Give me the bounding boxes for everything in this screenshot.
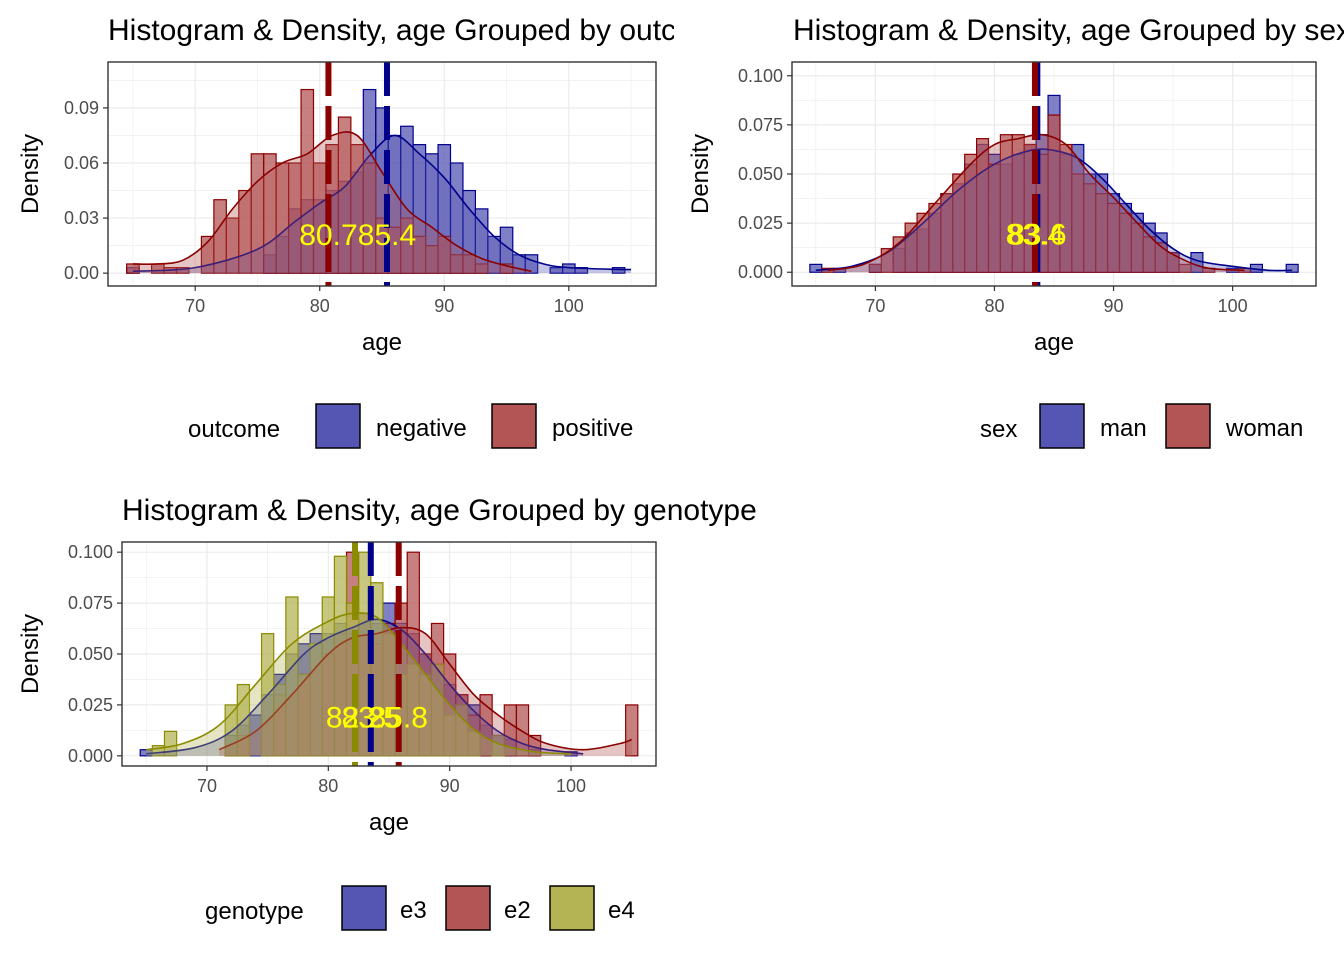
hist-bar <box>467 730 481 757</box>
y-tick-label: 0.00 <box>64 263 99 283</box>
legend-label-e4: e4 <box>608 897 635 924</box>
x-tick-label: 90 <box>434 296 454 316</box>
legend: genotype e3 e2 e4 <box>205 885 635 931</box>
density-line-e3 <box>146 618 584 755</box>
chart-panel-1: Histogram & Density, age Grouped by outc… <box>17 14 734 449</box>
x-tick-label: 80 <box>318 776 338 796</box>
legend-title: outcome <box>188 416 280 443</box>
y-axis-title: Density <box>17 134 44 214</box>
density-line-e2 <box>218 626 633 751</box>
hist-bar <box>479 694 493 757</box>
hist-bar <box>1285 263 1299 273</box>
plot-area <box>126 62 632 286</box>
hist-bar <box>455 704 469 757</box>
y-tick-label: 0.025 <box>738 213 783 233</box>
chart-title: Histogram & Density, age Grouped by outc… <box>108 14 734 47</box>
y-tick-label: 0.075 <box>738 115 783 135</box>
legend-label-man: man <box>1100 415 1147 442</box>
x-tick-label: 100 <box>556 776 586 796</box>
y-tick-label: 0.100 <box>68 542 113 562</box>
legend-label-e2: e2 <box>504 897 531 924</box>
x-axis-title: age <box>369 809 409 836</box>
plot-area <box>139 542 639 766</box>
x-tick-label: 90 <box>440 776 460 796</box>
y-axis-title: Density <box>17 614 44 694</box>
chart-title: Histogram & Density, age Grouped by geno… <box>122 494 757 527</box>
y-tick-label: 0.050 <box>68 644 113 664</box>
x-tick-label: 80 <box>310 296 330 316</box>
x-tick-label: 90 <box>1104 296 1124 316</box>
density-area-e3 <box>146 619 584 756</box>
density-line-woman <box>827 133 1245 272</box>
legend-key-man <box>1039 403 1085 449</box>
legend-label-woman: woman <box>1225 415 1303 442</box>
density-area-man <box>815 149 1293 273</box>
density-area-negative <box>132 135 632 274</box>
mean-label-negative: 85.4 <box>358 219 416 252</box>
legend-key-positive <box>491 403 537 449</box>
mean-label-e2: 85.8 <box>370 701 428 734</box>
legend-label-e3: e3 <box>400 897 427 924</box>
mean-label-e4: 82.2 <box>326 701 384 734</box>
y-tick-label: 0.100 <box>738 66 783 86</box>
mean-label-positive: 80.7 <box>299 219 357 252</box>
x-tick-label: 70 <box>865 296 885 316</box>
legend-key-e3 <box>341 885 387 931</box>
hist-bar <box>474 263 489 274</box>
y-tick-label: 0.09 <box>64 98 99 118</box>
x-tick-label: 100 <box>1218 296 1248 316</box>
y-tick-label: 0.000 <box>68 746 113 766</box>
density-line-positive <box>132 131 532 273</box>
legend: outcome negative positive <box>188 403 633 449</box>
legend-key-e2 <box>445 885 491 931</box>
legend: sex man woman <box>980 403 1303 449</box>
y-tick-label: 0.000 <box>738 262 783 282</box>
legend-key-e4 <box>549 885 595 931</box>
hist-bar <box>499 263 514 274</box>
chart-title: Histogram & Density, age Grouped by sex <box>793 14 1344 47</box>
legend-title: genotype <box>205 898 304 925</box>
legend-key-woman <box>1165 403 1211 449</box>
y-tick-label: 0.03 <box>64 208 99 228</box>
density-line-negative <box>132 134 632 273</box>
legend-label-positive: positive <box>552 415 633 442</box>
legend-key-negative <box>315 403 361 449</box>
chart-panel-2: Histogram & Density, age Grouped by sex 8… <box>687 14 1344 449</box>
plot-area <box>809 62 1299 286</box>
legend-title: sex <box>980 416 1017 443</box>
x-axis-title: age <box>1034 329 1074 356</box>
hist-bar <box>163 730 178 757</box>
hist-bar <box>1178 263 1192 273</box>
mean-label-woman: 83.4 <box>1006 218 1064 251</box>
y-axis-title: Density <box>687 134 714 214</box>
density-area-positive <box>132 131 532 274</box>
density-area-e4 <box>146 612 572 756</box>
hist-bar <box>1166 251 1180 273</box>
density-line-e4 <box>146 612 572 755</box>
panel-border <box>107 61 657 287</box>
x-tick-label: 70 <box>185 296 205 316</box>
series-positive <box>126 88 514 274</box>
series-e4 <box>151 551 505 757</box>
x-tick-label: 80 <box>984 296 1004 316</box>
mean-label-e3: 83.5 <box>342 701 400 734</box>
x-tick-label: 100 <box>554 296 584 316</box>
series-woman <box>821 114 1252 273</box>
y-tick-label: 0.075 <box>68 593 113 613</box>
x-tick-label: 70 <box>197 776 217 796</box>
y-tick-label: 0.025 <box>68 695 113 715</box>
density-area-e2 <box>219 627 632 756</box>
x-axis-title: age <box>362 329 402 356</box>
hist-bar <box>625 704 639 757</box>
mean-label-man: 83.6 <box>1008 218 1066 251</box>
legend-label-negative: negative <box>376 415 467 442</box>
y-tick-label: 0.06 <box>64 153 99 173</box>
chart-panel-3: Histogram & Density, age Grouped by geno… <box>17 494 757 931</box>
y-tick-label: 0.050 <box>738 164 783 184</box>
